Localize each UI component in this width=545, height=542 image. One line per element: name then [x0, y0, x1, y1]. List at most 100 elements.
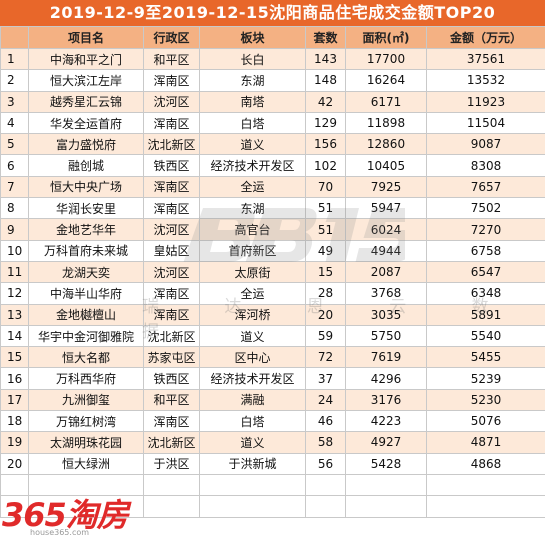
cell-project: 恒大中央广场	[28, 175, 144, 199]
brand-logo: 365淘房	[2, 496, 129, 534]
cell-area: 7925	[345, 175, 427, 199]
cell-area: 5750	[345, 324, 427, 348]
cell-project: 富力盛悦府	[28, 133, 144, 156]
cell-block: 道义	[199, 324, 306, 348]
cell-area: 16264	[345, 69, 427, 92]
cell-block: 全运	[199, 175, 306, 199]
cell-amount: 4871	[426, 431, 545, 454]
cell-units: 156	[305, 133, 346, 156]
table-row: 1 中海和平之门 和平区 长白 143 17700 37561	[0, 47, 545, 71]
cell-amount: 8308	[426, 154, 545, 177]
cell-rank: 4	[0, 111, 29, 135]
cell-area: 5947	[345, 197, 427, 220]
table-row: 16 万科西华府 铁西区 经济技术开发区 37 4296 5239	[0, 367, 545, 390]
table-row: 20 恒大绿洲 于洪区 于洪新城 56 5428 4868	[0, 452, 545, 475]
cell-project: 金地艺华年	[28, 218, 144, 241]
cell-project: 越秀星汇云锦	[28, 90, 144, 113]
empty-row	[0, 495, 545, 518]
cell-area: 3176	[345, 388, 427, 412]
cell-units: 46	[305, 410, 346, 433]
cell-rank: 17	[0, 388, 29, 412]
table-row: 2 恒大滨江左岸 浑南区 东湖 148 16264 13532	[0, 69, 545, 92]
report-title: 2019-12-9至2019-12-15沈阳商品住宅成交金额TOP20	[0, 0, 545, 26]
cell-area: 4223	[345, 410, 427, 433]
cell-area: 3768	[345, 282, 427, 305]
table-header-row: 项目名 行政区 板块 套数 面积(㎡) 金额（万元）	[0, 26, 545, 49]
cell-amount: 7502	[426, 197, 545, 220]
cell-rank: 12	[0, 282, 29, 305]
cell-district: 浑南区	[143, 410, 200, 433]
cell-district: 沈河区	[143, 218, 200, 241]
cell-rank: 10	[0, 239, 29, 262]
cell-block: 于洪新城	[199, 452, 306, 475]
table-row: 10 万科首府未来城 皇姑区 首府新区 49 4944 6758	[0, 239, 545, 262]
cell-rank: 5	[0, 133, 29, 156]
table-row: 11 龙湖天奕 沈河区 太原街 15 2087 6547	[0, 260, 545, 284]
cell-block: 道义	[199, 133, 306, 156]
cell-project: 恒大滨江左岸	[28, 69, 144, 92]
cell-area: 10405	[345, 154, 427, 177]
cell-units: 28	[305, 282, 346, 305]
cell-district: 浑南区	[143, 282, 200, 305]
cell-rank: 15	[0, 346, 29, 369]
cell-area: 4296	[345, 367, 427, 390]
cell-units: 24	[305, 388, 346, 412]
cell-units: 59	[305, 324, 346, 348]
cell-units: 42	[305, 90, 346, 113]
cell-rank: 11	[0, 260, 29, 284]
cell-project: 中海和平之门	[28, 47, 144, 71]
table-row: 19 太湖明珠花园 沈北新区 道义 58 4927 4871	[0, 431, 545, 454]
table-row: 7 恒大中央广场 浑南区 全运 70 7925 7657	[0, 175, 545, 199]
cell-block: 白塔	[199, 111, 306, 135]
cell-rank: 16	[0, 367, 29, 390]
cell-block: 全运	[199, 282, 306, 305]
header-rank	[0, 26, 29, 49]
cell-amount: 11504	[426, 111, 545, 135]
cell-rank: 3	[0, 90, 29, 113]
table-row: 4 华发全运首府 浑南区 白塔 129 11898 11504	[0, 111, 545, 135]
cell-district: 皇姑区	[143, 239, 200, 262]
cell-amount: 4868	[426, 452, 545, 475]
cell-project: 中海半山华府	[28, 282, 144, 305]
header-area: 面积(㎡)	[345, 26, 427, 49]
cell-district: 浑南区	[143, 69, 200, 92]
table-row: 18 万锦红树湾 浑南区 白塔 46 4223 5076	[0, 410, 545, 433]
cell-units: 49	[305, 239, 346, 262]
cell-project: 万科首府未来城	[28, 239, 144, 262]
cell-district: 铁西区	[143, 367, 200, 390]
cell-area: 4927	[345, 431, 427, 454]
cell-rank: 6	[0, 154, 29, 177]
cell-units: 37	[305, 367, 346, 390]
cell-amount: 5076	[426, 410, 545, 433]
cell-project: 华发全运首府	[28, 111, 144, 135]
cell-units: 70	[305, 175, 346, 199]
cell-block: 东湖	[199, 69, 306, 92]
cell-rank: 7	[0, 175, 29, 199]
cell-project: 九洲御玺	[28, 388, 144, 412]
cell-units: 58	[305, 431, 346, 454]
cell-district: 于洪区	[143, 452, 200, 475]
header-project: 项目名	[28, 26, 144, 49]
cell-amount: 5891	[426, 303, 545, 326]
cell-district: 沈河区	[143, 90, 200, 113]
cell-amount: 5540	[426, 324, 545, 348]
table-row: 15 恒大名都 苏家屯区 区中心 72 7619 5455	[0, 346, 545, 369]
cell-project: 华润长安里	[28, 197, 144, 220]
cell-units: 20	[305, 303, 346, 326]
table-row: 13 金地樾檀山 浑南区 浑河桥 20 3035 5891	[0, 303, 545, 326]
cell-project: 万锦红树湾	[28, 410, 144, 433]
table-row: 14 华宇中金河御雅院 沈北新区 道义 59 5750 5540	[0, 324, 545, 348]
empty-row	[0, 473, 545, 497]
cell-district: 浑南区	[143, 197, 200, 220]
cell-amount: 5230	[426, 388, 545, 412]
cell-project: 恒大名都	[28, 346, 144, 369]
table-row: 6 融创城 铁西区 经济技术开发区 102 10405 8308	[0, 154, 545, 177]
cell-rank: 8	[0, 197, 29, 220]
cell-project: 融创城	[28, 154, 144, 177]
table-row: 3 越秀星汇云锦 沈河区 南塔 42 6171 11923	[0, 90, 545, 113]
cell-project: 金地樾檀山	[28, 303, 144, 326]
cell-units: 56	[305, 452, 346, 475]
cell-area: 12860	[345, 133, 427, 156]
cell-area: 11898	[345, 111, 427, 135]
